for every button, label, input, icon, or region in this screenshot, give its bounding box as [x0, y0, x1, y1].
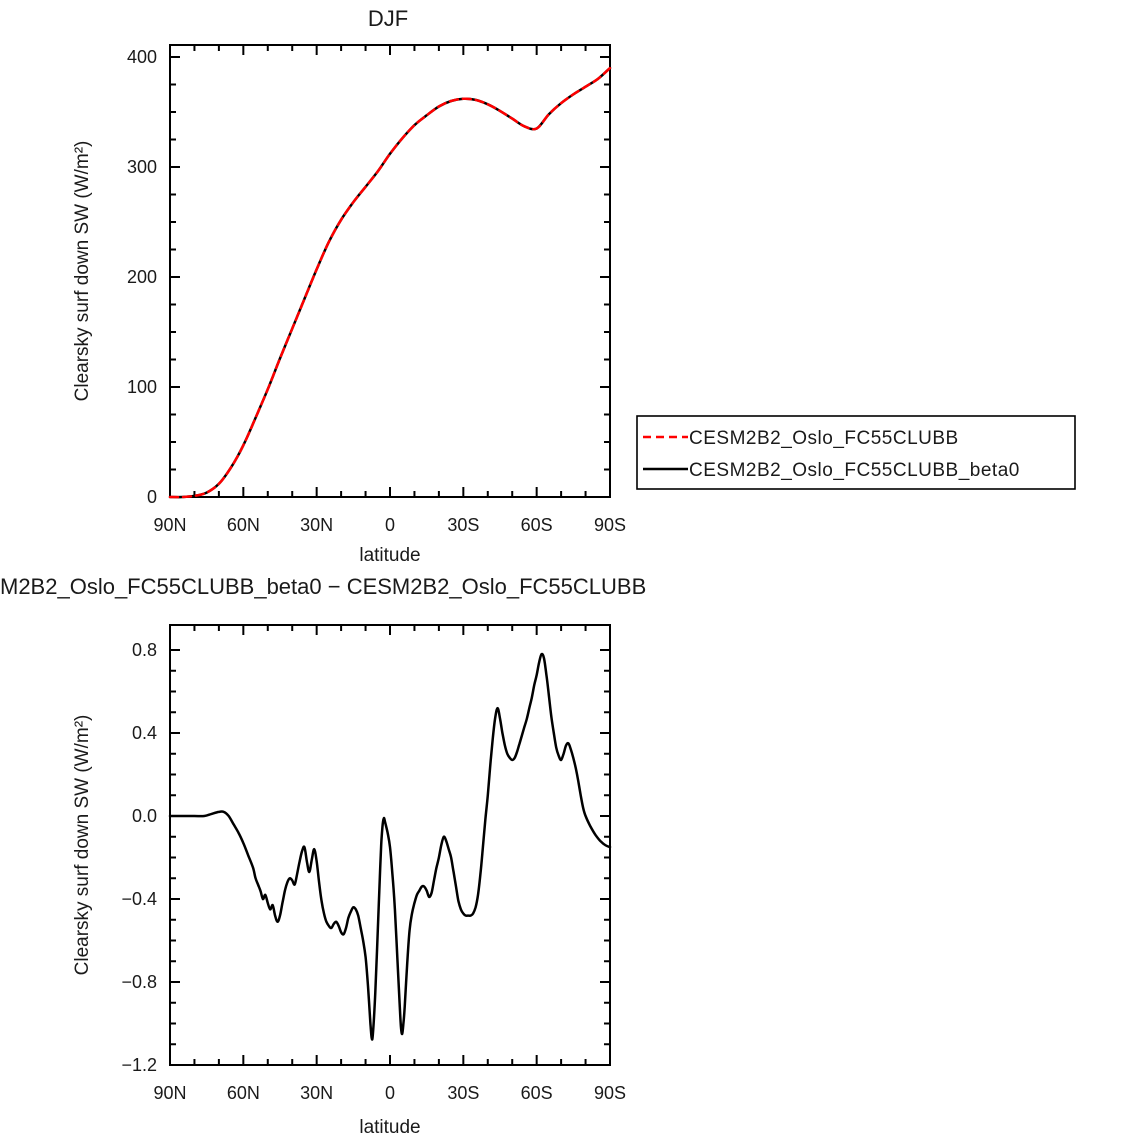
series-curve-CESM2B2_Oslo_FC55CLUBB_beta0: [168, 66, 612, 499]
series-curve-CESM2B2_Oslo_FC55CLUBB: [168, 66, 612, 499]
legend-box: [636, 415, 1076, 490]
x-tick-label: 90S: [594, 1083, 626, 1103]
chart1-plot-area: 0 100 200 300 400 90N 60N 30N 0 30S 60S 90S: [127, 44, 626, 535]
x-tick-label: 30N: [300, 515, 333, 535]
chart2-xlabel: latitude: [359, 1117, 420, 1138]
x-tick-label: 90S: [594, 515, 626, 535]
chart-djf: DJF Clearsky surf down SW (W/m²) latitud…: [72, 6, 1076, 566]
chart1-xlabel: latitude: [359, 545, 420, 566]
chart2-ylabel: Clearsky surf down SW (W/m²): [72, 715, 93, 976]
chart1-title: DJF: [368, 6, 408, 31]
x-tick-label: 0: [385, 515, 395, 535]
y-tick-label: 0.8: [132, 640, 157, 660]
chart2-plot-area: 0.8 0.4 0.0 −0.4 −0.8 −1.2 90N 60N 30N 0 30S 60S 90S: [121, 624, 626, 1103]
y-tick-label: −0.4: [121, 889, 157, 909]
y-tick-label: 300: [127, 157, 157, 177]
y-tick-label: 200: [127, 267, 157, 287]
chart2-title: M2B2_Oslo_FC55CLUBB_beta0 − CESM2B2_Oslo…: [0, 574, 646, 599]
series-curve-difference: [168, 652, 612, 1041]
x-tick-label: 60N: [227, 515, 260, 535]
x-tick-label: 60S: [521, 1083, 553, 1103]
y-tick-label: −0.8: [121, 972, 157, 992]
x-tick-label: 30N: [300, 1083, 333, 1103]
y-tick-label: 400: [127, 47, 157, 67]
x-tick-label: 0: [385, 1083, 395, 1103]
x-tick-label: 90N: [153, 1083, 186, 1103]
x-tick-label: 60S: [521, 515, 553, 535]
y-tick-label: 100: [127, 377, 157, 397]
legend-label-beta0: CESM2B2_Oslo_FC55CLUBB_beta0: [689, 460, 1020, 481]
x-tick-label: 90N: [153, 515, 186, 535]
x-tick-label: 30S: [447, 1083, 479, 1103]
y-tick-label: 0.4: [132, 723, 157, 743]
x-tick-label: 60N: [227, 1083, 260, 1103]
chart-difference: M2B2_Oslo_FC55CLUBB_beta0 − CESM2B2_Oslo…: [0, 574, 646, 1138]
x-tick-label: 30S: [447, 515, 479, 535]
chart1-ylabel: Clearsky surf down SW (W/m²): [72, 141, 93, 402]
y-tick-label: 0: [147, 487, 157, 507]
legend-label-clubb: CESM2B2_Oslo_FC55CLUBB: [689, 428, 959, 449]
plot-frame: [169, 44, 611, 498]
y-tick-label: 0.0: [132, 806, 157, 826]
chart1-legend: CESM2B2_Oslo_FC55CLUBB CESM2B2_Oslo_FC55…: [636, 415, 1076, 490]
y-tick-label: −1.2: [121, 1055, 157, 1075]
